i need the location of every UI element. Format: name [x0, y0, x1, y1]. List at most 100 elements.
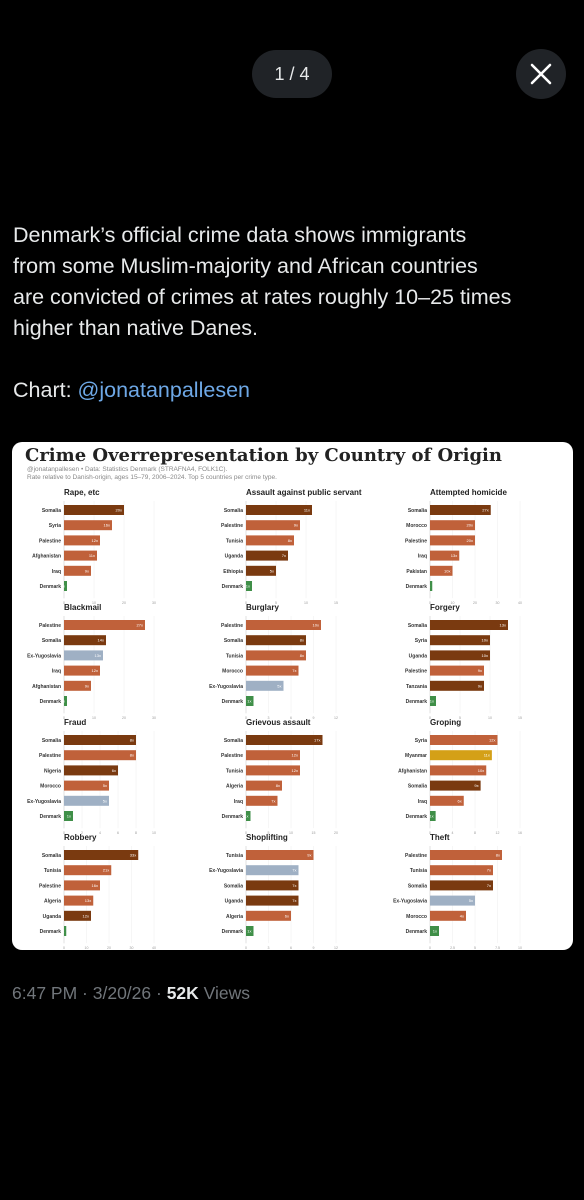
category-label: Iraq	[418, 799, 427, 805]
data-label: 5x	[277, 683, 281, 688]
tick-label: 20	[122, 716, 126, 720]
tick-label: 0	[429, 946, 431, 950]
category-label: Afghanistan	[32, 684, 61, 690]
tweet-body: Denmark’s official crime data shows immi…	[13, 220, 573, 406]
category-label: Afghanistan	[32, 554, 61, 560]
bar	[430, 735, 498, 745]
tick-label: 10	[92, 716, 96, 720]
tick-label: 20	[122, 601, 126, 605]
data-label: 9x	[478, 668, 482, 673]
bar	[246, 535, 294, 546]
bar	[246, 765, 300, 776]
bar	[246, 650, 306, 661]
tick-label: 10	[451, 601, 455, 605]
category-label: Palestine	[39, 883, 61, 889]
tick-label: 6	[117, 831, 119, 835]
category-label: Palestine	[39, 753, 61, 759]
bar	[64, 550, 97, 561]
tick-label: 7.5	[495, 946, 500, 950]
category-label: Nigeria	[44, 768, 61, 774]
data-label: 1x	[247, 929, 251, 934]
bar	[246, 565, 276, 576]
bar	[64, 910, 91, 921]
tick-label: 10	[92, 601, 96, 605]
data-label: 7x	[487, 868, 491, 873]
category-label: Denmark	[406, 699, 428, 705]
close-icon	[530, 63, 552, 85]
category-label: Syria	[415, 738, 427, 744]
tick-label: 10	[518, 946, 522, 950]
data-label: 1x	[429, 814, 433, 819]
panel-title: Grievous assault	[246, 718, 311, 727]
category-label: Somalia	[42, 738, 61, 744]
bar	[430, 620, 508, 630]
category-label: Uganda	[409, 653, 428, 659]
data-label: 1x	[433, 929, 437, 934]
bar	[246, 850, 314, 860]
category-label: Palestine	[405, 853, 427, 859]
views-count: 52K	[166, 983, 199, 1003]
tick-label: 2.5	[450, 946, 455, 950]
bar	[246, 665, 299, 676]
tick-label: 30	[152, 601, 156, 605]
bar	[64, 780, 109, 791]
data-label: 5x	[103, 798, 107, 803]
panel-title: Fraud	[64, 718, 86, 727]
tick-label: 2	[81, 831, 83, 835]
tick-label: 0	[245, 831, 247, 835]
bar	[430, 895, 475, 906]
category-label: Palestine	[39, 623, 61, 629]
category-label: Palestine	[221, 753, 243, 759]
category-label: Denmark	[406, 929, 428, 935]
data-label: 12x	[92, 538, 98, 543]
author-mention-link[interactable]: @jonatanpallesen	[77, 378, 250, 402]
category-label: Afghanistan	[398, 768, 427, 774]
bar	[246, 780, 282, 791]
data-label: 20x	[116, 508, 122, 513]
chart-image[interactable]: Crime Overrepresentation by Country of O…	[12, 442, 573, 950]
chart-credit-prefix: Chart:	[13, 378, 78, 402]
category-label: Tunisia	[226, 853, 243, 859]
category-label: Algeria	[226, 784, 243, 790]
category-label: Morocco	[406, 914, 427, 920]
category-label: Algeria	[226, 914, 243, 920]
panel-title: Robbery	[64, 833, 97, 842]
bar	[430, 795, 464, 806]
bar	[246, 505, 312, 515]
category-label: Palestine	[221, 523, 243, 529]
data-label: 6x	[285, 913, 289, 918]
tick-label: 12	[496, 831, 500, 835]
category-label: Palestine	[221, 623, 243, 629]
tick-label: 40	[518, 601, 522, 605]
bar	[430, 565, 453, 576]
category-label: Tunisia	[44, 868, 61, 874]
bar	[64, 880, 100, 891]
data-label: 6x	[458, 798, 462, 803]
data-label: 16x	[92, 883, 98, 888]
bar	[64, 650, 103, 661]
bar	[246, 811, 251, 821]
tick-label: 10	[488, 716, 492, 720]
tick-label: 5	[459, 716, 461, 720]
data-label: 33x	[130, 853, 136, 858]
bar	[430, 650, 490, 661]
data-label: 5x	[103, 783, 107, 788]
bar	[64, 811, 73, 821]
category-label: Tunisia	[226, 768, 243, 774]
data-label: 12x	[489, 738, 495, 743]
tick-label: 8	[135, 831, 137, 835]
data-label: 27x	[137, 623, 143, 628]
data-label: 12x	[292, 768, 298, 773]
tick-label: 9	[313, 716, 315, 720]
data-label: 7x	[282, 553, 286, 558]
tick-label: 30	[496, 601, 500, 605]
tweet-time: 6:47 PM	[12, 983, 78, 1003]
tick-label: 40	[152, 946, 156, 950]
data-label: 20x	[467, 538, 473, 543]
category-label: Denmark	[222, 699, 244, 705]
category-label: Denmark	[40, 699, 62, 705]
data-label: 12x	[92, 668, 98, 673]
close-button[interactable]	[516, 49, 566, 99]
bar	[430, 635, 490, 646]
